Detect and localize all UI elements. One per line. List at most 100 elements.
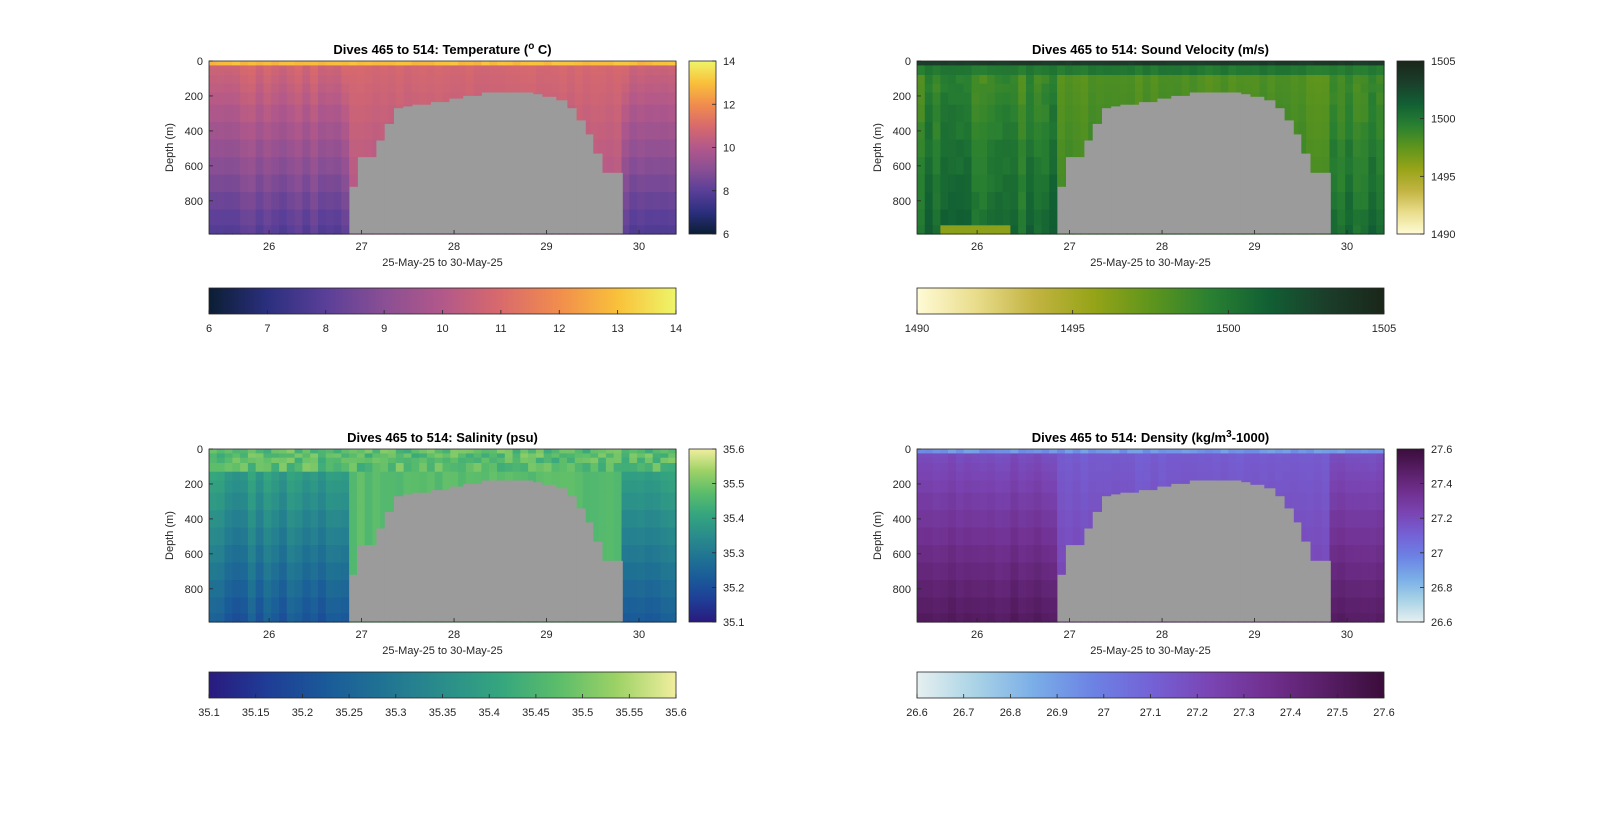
heatmap-cell: [263, 61, 272, 66]
seafloor-step: [449, 486, 464, 622]
heatmap-cell: [325, 453, 335, 459]
heatmap-cell: [1010, 65, 1019, 71]
heatmap-cell: [1041, 61, 1050, 66]
heatmap-cell: [1376, 174, 1385, 193]
heatmap-cell: [1041, 75, 1050, 85]
heatmap-cell: [567, 69, 576, 76]
heatmap-cell: [209, 613, 218, 623]
heatmap-cell: [271, 104, 280, 123]
x-tick-label: 27: [355, 241, 367, 253]
heatmap-cell: [247, 613, 257, 623]
heatmap-cell: [520, 453, 529, 459]
vertical-colorbar: [688, 448, 717, 623]
heatmap-cell: [294, 562, 303, 581]
heatmap-cell: [1329, 92, 1338, 106]
seafloor-step: [430, 490, 450, 622]
heatmap-cell: [1220, 75, 1229, 85]
heatmap-cell: [987, 61, 996, 66]
heatmap-cell: [279, 510, 288, 529]
heatmap-cell: [932, 65, 941, 71]
heatmap-cell: [979, 65, 988, 71]
heatmap-cell: [1368, 65, 1377, 71]
seafloor-step: [555, 100, 568, 234]
heatmap-cell: [302, 122, 311, 141]
seafloor-step: [1065, 545, 1085, 622]
heatmap-cell: [644, 139, 654, 158]
heatmap-cell: [1150, 69, 1159, 76]
heatmap-cell: [660, 209, 669, 226]
heatmap-cell: [940, 75, 949, 85]
heatmap-cell: [302, 580, 311, 599]
heatmap-cell: [955, 580, 965, 599]
heatmap-cell: [1166, 69, 1175, 76]
heatmap-cell: [232, 157, 241, 176]
heatmap-cell: [512, 61, 521, 66]
heatmap-cell: [458, 471, 467, 481]
heatmap-cell: [224, 545, 233, 564]
heatmap-cell: [1212, 69, 1222, 76]
heatmap-cell: [1282, 75, 1292, 85]
heatmap-cell: [940, 92, 949, 106]
heatmap-cell: [559, 61, 568, 66]
heatmap-cell: [224, 104, 233, 123]
heatmap-cell: [605, 75, 615, 85]
heatmap-cell: [1010, 122, 1019, 141]
heatmap-cell: [489, 449, 498, 454]
heatmap-cell: [1321, 69, 1331, 76]
heatmap-cell: [1127, 75, 1136, 85]
heatmap-cell: [1352, 69, 1362, 76]
heatmap-cell: [333, 122, 342, 141]
heatmap-cell: [955, 139, 965, 158]
heatmap-cell: [1251, 457, 1261, 464]
heatmap-cell: [613, 527, 623, 546]
heatmap-cell: [994, 463, 1004, 473]
heatmap-cell: [1337, 562, 1346, 581]
heatmap-cell: [605, 139, 615, 158]
heatmap-cell: [1064, 104, 1074, 123]
hcolorbar-tick-label: 1500: [1216, 323, 1240, 335]
heatmap-cell: [310, 61, 319, 66]
heatmap-cell: [1313, 122, 1323, 141]
heatmap-cell: [1282, 69, 1292, 76]
heatmap-cell: [932, 597, 941, 614]
heatmap-cell: [419, 480, 428, 494]
heatmap-cell: [247, 209, 257, 226]
heatmap-cell: [1111, 453, 1120, 459]
heatmap-cell: [224, 471, 233, 481]
heatmap-cell: [924, 492, 934, 511]
heatmap-cell: [1376, 457, 1385, 464]
heatmap-cell: [1057, 65, 1066, 71]
heatmap-cell: [1345, 463, 1354, 473]
heatmap-cell: [450, 61, 459, 66]
heatmap-cell: [1197, 69, 1206, 76]
heatmap-cell: [1049, 510, 1058, 529]
heatmap-cell: [1181, 457, 1190, 464]
heatmap-cell: [224, 480, 233, 494]
heatmap-cell: [994, 597, 1004, 614]
heatmap-cell: [1345, 192, 1354, 211]
heatmap-cell: [1313, 480, 1323, 494]
heatmap-cell: [341, 463, 350, 473]
heatmap-cell: [1337, 174, 1346, 193]
heatmap-cell: [955, 471, 965, 481]
heatmap-cell: [209, 209, 218, 226]
heatmap-cell: [209, 580, 218, 599]
heatmap-cell: [255, 527, 265, 546]
heatmap-cell: [948, 457, 957, 464]
heatmap-cell: [302, 562, 311, 581]
heatmap-cell: [1321, 545, 1331, 564]
heatmap-cell: [247, 453, 257, 459]
heatmap-cell: [1337, 69, 1346, 76]
heatmap-cell: [333, 562, 342, 581]
heatmap-cell: [932, 69, 941, 76]
heatmap-cell: [247, 492, 257, 511]
heatmap-cell: [426, 83, 436, 93]
heatmap-cell: [1282, 104, 1292, 123]
heatmap-cell: [652, 157, 662, 176]
heatmap-cell: [1306, 61, 1315, 66]
heatmap-cell: [1298, 61, 1307, 66]
y-tick-label: 0: [905, 444, 911, 456]
heatmap-cell: [442, 65, 451, 71]
heatmap-cell: [1002, 597, 1011, 614]
heatmap-cell: [1345, 510, 1354, 529]
